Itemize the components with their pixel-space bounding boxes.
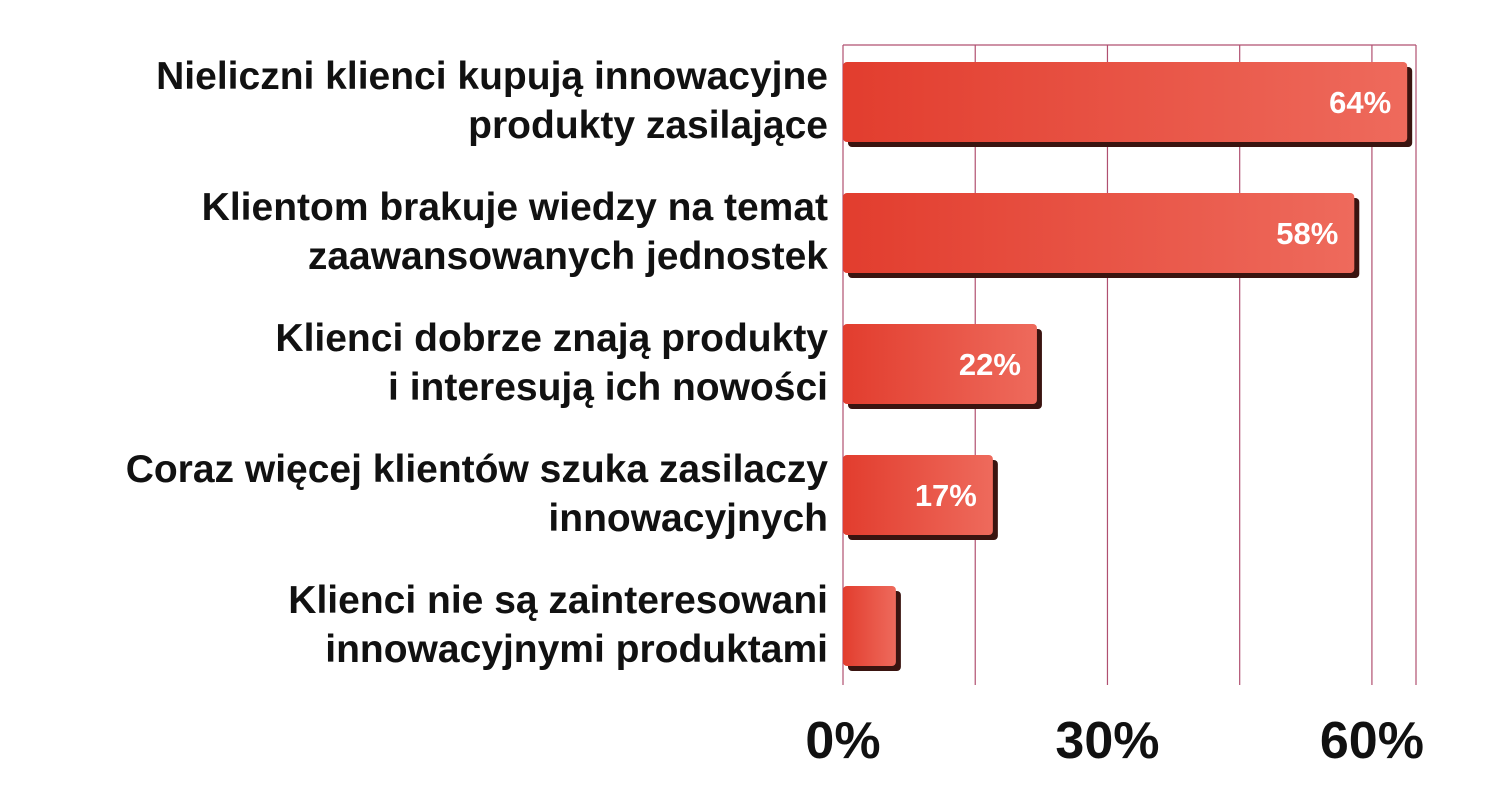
bar-2 bbox=[843, 324, 1037, 404]
bars: 64% 58% 22% 17% bbox=[843, 62, 1413, 671]
category-labels: Nieliczni klienci kupują innowacyjne prod… bbox=[126, 55, 829, 671]
bar-3 bbox=[843, 455, 993, 535]
category-label-4: Klienci nie są zainteresowani innowacyjny… bbox=[288, 579, 828, 671]
category-label-2: Klienci dobrze znają produkty i interesuj… bbox=[275, 317, 828, 409]
category-label-3: Coraz więcej klientów szuka zasilaczy inn… bbox=[126, 448, 829, 540]
data-label-2: 22% bbox=[959, 347, 1021, 382]
gridlines bbox=[842, 44, 1417, 685]
category-label-0: Nieliczni klienci kupują innowacyjne prod… bbox=[156, 55, 828, 147]
x-tick-label-1: 30% bbox=[1055, 712, 1159, 770]
bar-1 bbox=[843, 193, 1355, 273]
data-label-0: 64% bbox=[1329, 85, 1391, 120]
data-label-3: 17% bbox=[915, 478, 977, 513]
x-tick-label-2: 60% bbox=[1320, 712, 1424, 770]
bar-4 bbox=[843, 586, 896, 666]
x-axis-tick-labels: 0% 30% 60% bbox=[805, 712, 1424, 770]
data-label-1: 58% bbox=[1276, 216, 1338, 251]
category-label-1: Klientom brakuje wiedzy na temat zaawanso… bbox=[202, 186, 829, 278]
x-tick-label-0: 0% bbox=[805, 712, 880, 770]
bar-0 bbox=[843, 62, 1408, 142]
